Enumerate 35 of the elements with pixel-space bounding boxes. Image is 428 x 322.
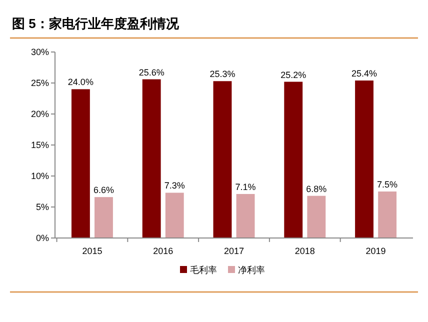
y-tick-label: 5% [36,202,49,212]
bar [355,80,374,238]
data-label: 25.4% [351,68,378,79]
y-tick-label: 25% [30,78,49,88]
data-label: 6.8% [306,184,327,194]
data-label: 25.6% [138,67,164,78]
x-tick-label: 2016 [153,246,174,256]
chart-title: 图 5：家电行业年度盈利情况 [12,16,180,31]
bar [307,196,326,238]
data-label: 7.1% [235,182,256,192]
bar [378,192,397,238]
bar [236,194,255,238]
bar [142,79,161,238]
y-tick-label: 20% [30,109,49,120]
x-tick-label: 2019 [366,246,386,256]
legend-label: 净利率 [238,265,265,275]
bar [71,89,90,238]
y-tick-label: 10% [30,171,49,182]
legend-label: 毛利率 [190,265,217,275]
data-label: 25.3% [210,69,236,80]
data-label: 24.0% [68,77,94,88]
y-tick-label: 30% [30,47,49,58]
bar [165,192,184,238]
y-tick-label: 15% [30,140,49,150]
data-label: 25.2% [280,70,306,80]
bar [94,197,113,238]
bar [213,81,232,238]
y-tick-label: 0% [36,233,49,244]
data-label: 7.5% [377,180,398,190]
bar [284,82,303,238]
x-tick-label: 2018 [294,246,315,256]
x-tick-label: 2017 [224,246,244,256]
x-tick-label: 2015 [82,246,102,256]
data-label: 6.6% [93,185,114,196]
data-label: 7.3% [164,180,185,191]
